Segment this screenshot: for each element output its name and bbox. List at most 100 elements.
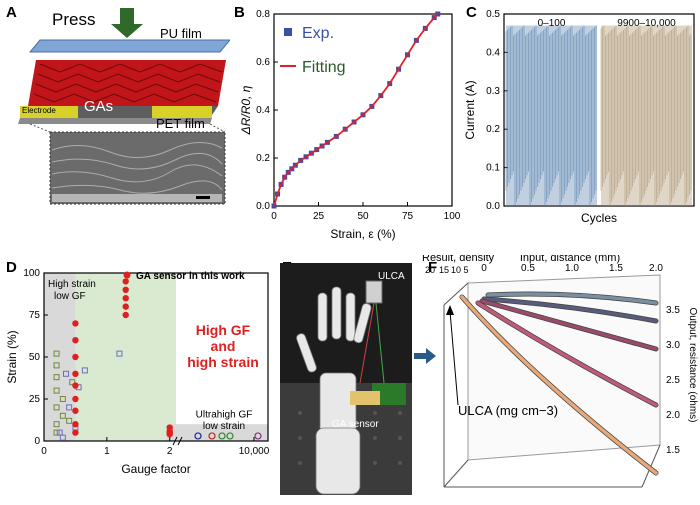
ulca-photo-label: ULCA	[378, 271, 405, 282]
x-axis-label: Gauge factor	[121, 462, 190, 476]
x-tick-label: 100	[444, 211, 460, 222]
z-tick-label: 1.5	[666, 445, 680, 456]
panel-f-label: F	[428, 259, 438, 276]
fitting-line	[273, 13, 439, 207]
ref-point-green	[53, 350, 60, 357]
y-tick-label: 0.6	[256, 57, 270, 68]
x-tick-label: 1	[104, 446, 110, 457]
annotation-left-1: High strain	[48, 279, 96, 290]
y-tick-label: 0.4	[256, 105, 270, 116]
legend-marker	[123, 271, 131, 279]
ga-sensor-point	[72, 320, 79, 327]
z-axis-title: Output, resistance (ohms)	[687, 307, 698, 422]
ga-mesh	[28, 60, 226, 106]
chart-d: 0 25 50 75 100 0 1 2 10,000 Gauge factor Strain (%…	[5, 268, 270, 476]
x-tick-label: 50	[357, 211, 369, 222]
panel-c: C 0.0 0.1 0.2 0.3 0.4 0.5 Cycles Current (A) 0–1…	[460, 0, 700, 250]
panel-c-label: C	[466, 4, 477, 21]
panel-b: B 0 25 50 75 100 0.0 0.2 0.4 0.6 0.8 Strain, ε (%)…	[230, 0, 461, 250]
z-tick-label: 3.5	[666, 305, 680, 316]
panel-b-label: B	[234, 4, 245, 21]
ultrahigh-point	[208, 432, 216, 440]
press-label: Press	[52, 10, 96, 29]
density-tick-label: 15	[439, 265, 449, 275]
resistance-curve-1	[482, 297, 658, 323]
ulca-sample	[365, 280, 383, 304]
left-axis-title: Result, density	[422, 255, 495, 264]
electrode-label: Electrode	[22, 106, 56, 115]
density-tick-label: 10	[451, 265, 461, 275]
chart-f: 0 0.5 1.0 1.5 2.0 Input, distance (mm) Result,…	[422, 252, 698, 488]
y-axis-label: ΔR/R0, η	[239, 85, 253, 135]
annotation-mid-3: high strain	[187, 354, 259, 370]
ga-sensor-point	[122, 303, 129, 310]
panel-a-label: A	[6, 4, 17, 21]
ga-sensor-point	[166, 431, 173, 438]
ga-sensor-point	[72, 421, 79, 428]
legend-exp-marker	[284, 28, 292, 36]
panel-a-illustration	[18, 8, 232, 205]
legend-exp-label: Exp.	[302, 25, 334, 42]
ultrahigh-point	[226, 432, 234, 440]
density-tick-label: 5	[463, 265, 468, 275]
ga-sensor-point	[72, 337, 79, 344]
legend-fit-label: Fitting	[302, 59, 346, 76]
ref-point-green	[53, 421, 60, 428]
ref-point-green	[59, 412, 66, 419]
chart-b: 0 25 50 75 100 0.0 0.2 0.4 0.6 0.8 Strain, ε (%) ΔR…	[239, 9, 461, 241]
y-tick-label: 0.0	[486, 201, 500, 212]
sem-image	[49, 131, 226, 205]
z-tick-label: 2.5	[666, 375, 680, 386]
y-tick-label: 0.1	[486, 163, 500, 174]
x-tick-label: 0	[481, 263, 487, 274]
panel-f: F 0 0.5 1.0 1.5 2.0 Input, distance (mm) Resul…	[420, 252, 700, 500]
ga-sensor-point	[122, 295, 129, 302]
annotation-arrowhead	[446, 305, 454, 315]
pu-film-layer	[28, 39, 232, 53]
pet-film-layer	[18, 118, 212, 124]
y-tick-label: 0.2	[256, 153, 270, 164]
x-tick-label: 2	[167, 446, 173, 457]
annotation-left-2: low GF	[54, 291, 86, 302]
y-tick-label: 50	[29, 352, 41, 363]
top-axis-title: Input, distance (mm)	[520, 255, 620, 264]
scale-bar	[196, 196, 210, 199]
x-tick-label: 0	[271, 211, 277, 222]
ga-sensor-point	[72, 382, 79, 389]
z-tick-label: 3.0	[666, 340, 680, 351]
ultrahigh-point	[194, 432, 202, 440]
x-tick-label: 10,000	[239, 446, 270, 457]
ga-sensor-point	[72, 370, 79, 377]
x-tick-label: 0	[41, 446, 47, 457]
right-arrow-icon	[414, 348, 436, 364]
ref-point-green	[66, 417, 73, 424]
y-axis-label: Current (A)	[463, 80, 477, 139]
plot-frame	[273, 13, 453, 207]
legend-label: GA sensor in this work	[136, 271, 245, 282]
ref-point-green	[53, 374, 60, 381]
x-tick-label: 1.5	[609, 263, 623, 274]
series-label-0: 0–100	[538, 18, 566, 29]
axis-break	[172, 436, 178, 446]
ref-point-blue	[66, 404, 73, 411]
annotation-right-1: Ultrahigh GF	[196, 409, 253, 420]
region-high-strain	[44, 273, 76, 441]
resistance-curve-2	[480, 299, 658, 351]
x-tick-label: 1.0	[565, 263, 579, 274]
ref-point-green	[53, 404, 60, 411]
x-tick-label: 25	[313, 211, 325, 222]
x-tick-label: 0.5	[521, 263, 535, 274]
resistance-curve-0	[486, 292, 658, 305]
ga-sensor-point	[72, 429, 79, 436]
ga-sensor-point	[122, 286, 129, 293]
panel-a: A	[0, 0, 232, 220]
pu-film-label: PU film	[160, 26, 202, 41]
resistance-curve-3	[476, 301, 658, 407]
y-tick-label: 0.2	[486, 124, 500, 135]
ref-point-green	[53, 429, 60, 436]
x-tick-label: 75	[402, 211, 414, 222]
y-tick-label: 0.5	[486, 9, 500, 20]
x-axis-label: Cycles	[581, 211, 617, 225]
y-tick-label: 25	[29, 394, 41, 405]
ref-point-blue	[116, 350, 123, 357]
